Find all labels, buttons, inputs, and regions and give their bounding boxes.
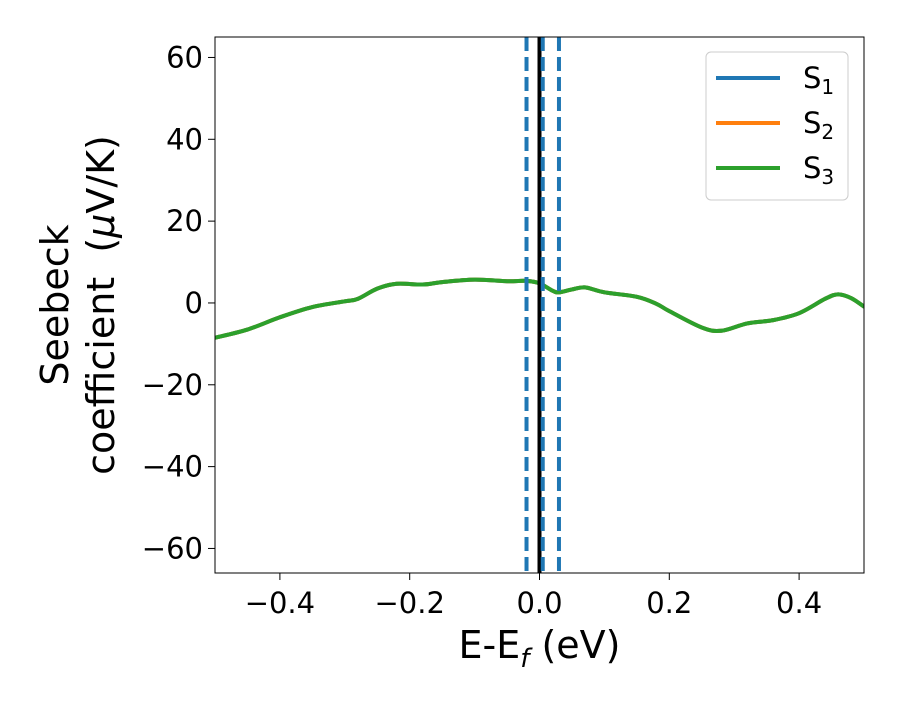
legend-label-main: S: [803, 106, 821, 140]
legend-label-subscript: 3: [821, 165, 834, 189]
x-tick-label: −0.4: [245, 586, 315, 620]
reference-lines: [524, 37, 561, 573]
y-tick-label: 0: [185, 286, 203, 320]
x-axis-ticks: −0.4 −0.2 0.0 0.2 0.4: [245, 573, 822, 620]
legend-label: S2: [803, 106, 834, 144]
y-axis-label: Seebeck coefficient (μV/K): [33, 135, 123, 475]
legend-label: S1: [803, 61, 834, 99]
y-tick-label: −20: [142, 368, 203, 402]
x-tick-label: 0.4: [776, 586, 822, 620]
x-tick-label: 0.0: [516, 586, 562, 620]
x-axis-label-unit: (eV): [529, 623, 620, 667]
y-axis-label-line1: Seebeck: [33, 224, 77, 385]
x-tick-label: −0.2: [374, 586, 444, 620]
y-axis-ticks: 60 40 20 0 −20 −40 −60: [142, 40, 215, 565]
legend-label-main: S: [803, 151, 821, 185]
y-axis-label-suffix: V/K): [79, 135, 123, 214]
y-tick-label: 40: [166, 122, 203, 156]
legend-label-subscript: 1: [821, 75, 834, 99]
y-axis-label-line2: coefficient (μV/K): [79, 135, 123, 475]
x-axis-label: E-Ef (eV): [459, 623, 621, 674]
x-tick-label: 0.2: [646, 586, 692, 620]
y-axis-label-mu: μ: [79, 214, 123, 239]
legend-box: [705, 51, 849, 201]
y-tick-label: 60: [166, 40, 203, 74]
legend-label-main: S: [803, 61, 821, 95]
plot-lines: [215, 277, 864, 340]
y-tick-label: −40: [142, 450, 203, 484]
legend-label-subscript: 2: [821, 120, 834, 144]
y-tick-label: −60: [142, 531, 203, 565]
series-line-s3: [215, 277, 864, 340]
y-axis-label-prefix: coefficient (: [79, 238, 123, 475]
x-axis-label-main: E-E: [459, 623, 521, 667]
y-tick-label: 20: [166, 204, 203, 238]
legend-label: S3: [803, 151, 834, 189]
